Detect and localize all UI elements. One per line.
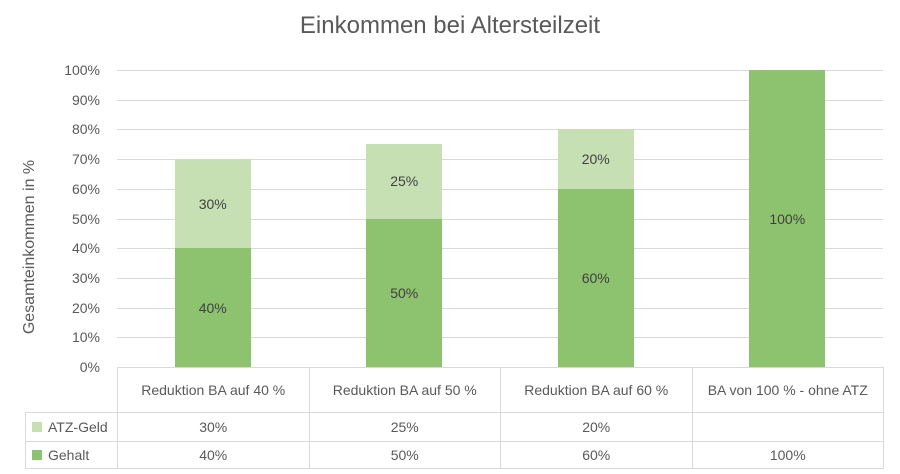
legend-swatch [32,450,42,460]
data-label: 100% [769,210,806,227]
y-axis-label: Gesamteinkommen in % [21,159,38,335]
table-cell: 100% [691,441,884,469]
table-cell: 60% [500,441,693,469]
bar-segment-atz-geld: 25% [366,144,443,219]
table-header-cell: BA von 100 % - ohne ATZ [691,367,884,413]
stacked-bar: 40% 30% [174,70,251,367]
legend-label: ATZ-Geld [48,418,108,435]
gridline [117,129,883,130]
data-label: 60% [581,269,610,286]
y-tick-label: 80% [71,121,100,138]
y-tick-label: 60% [71,180,100,197]
bar-segment-atz-geld: 20% [557,129,634,189]
chart-title: Einkommen bei Altersteilzeit [299,12,601,39]
data-label: 30% [198,195,227,212]
y-tick-label: 30% [71,269,100,286]
bar-segment-gehalt: 50% [366,218,443,367]
y-tick-label: 40% [71,240,100,257]
data-label: 40% [198,299,227,316]
y-tick-label: 10% [71,329,100,346]
gridline [117,100,883,101]
legend-swatch [32,422,42,432]
gridline [117,278,883,279]
bar-segment-gehalt: 40% [174,248,251,367]
legend-label: Gehalt [48,446,90,463]
table-cell: 40% [117,441,310,469]
gridline [117,248,883,249]
bar-segment-atz-geld: 30% [174,159,251,249]
y-tick-label: 90% [71,91,100,108]
table-cell: 30% [117,412,310,442]
data-label: 50% [390,284,419,301]
table-header-cell: Reduktion BA auf 60 % [500,367,693,413]
table-cell [691,412,884,442]
stacked-bar: 100% [749,70,826,367]
legend-entry-gehalt: Gehalt [25,441,118,469]
bar-segment-gehalt: 60% [557,188,634,367]
legend-entry-atz-geld: ATZ-Geld [25,412,118,442]
table-cell: 25% [308,412,501,442]
data-label: 20% [581,151,610,168]
stacked-bar: 50% 25% [366,70,443,367]
gridline [117,70,883,71]
gridline [117,189,883,190]
bar-segment-gehalt: 100% [749,70,826,367]
table-header-cell: Reduktion BA auf 50 % [308,367,501,413]
stacked-bar: 60% 20% [557,70,634,367]
table-cell: 20% [500,412,693,442]
table-header-cell: Reduktion BA auf 40 % [117,367,310,413]
table-cell: 50% [308,441,501,469]
gridline [117,159,883,160]
y-tick-label: 70% [71,151,100,168]
y-tick-label: 20% [71,299,100,316]
gridline [117,219,883,220]
data-label: 25% [390,173,419,190]
gridline [117,308,883,309]
gridline [117,337,883,338]
y-tick-label: 0% [79,359,100,375]
y-tick-label: 50% [71,210,100,227]
y-tick-label: 100% [64,62,100,78]
